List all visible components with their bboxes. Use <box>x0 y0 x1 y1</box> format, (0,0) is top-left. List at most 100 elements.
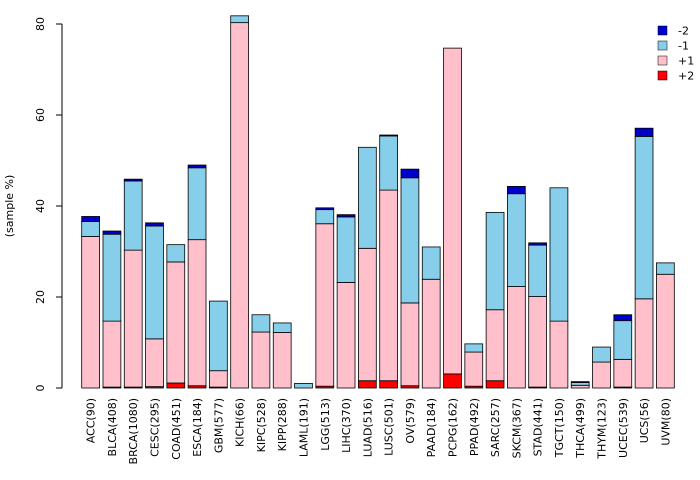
bar-cesc-plus1 <box>145 338 164 388</box>
bars-group <box>81 15 675 389</box>
x-tick-label: SARC(257) <box>489 398 502 457</box>
bar-brca-plus1 <box>123 249 143 388</box>
bar-kipp-plus1 <box>272 332 292 389</box>
bar-ucec-minus1 <box>613 320 633 360</box>
bar-lusc-plus1 <box>379 189 398 382</box>
bar-uvm-minus1 <box>656 262 675 275</box>
bar-luad-minus1 <box>358 146 377 249</box>
bar-ppad-plus1 <box>464 351 484 387</box>
x-tick-label: STAD(441) <box>532 398 545 456</box>
bar-stad-plus1 <box>528 296 547 388</box>
bar-acc-minus1 <box>81 221 100 237</box>
bar-lgg-plus1 <box>315 223 335 387</box>
bar-kich-plus1 <box>230 22 249 389</box>
bar-sarc-minus1 <box>485 211 505 311</box>
x-tick-label: THYM(123) <box>596 398 609 460</box>
x-tick-label: UCEC(539) <box>617 398 630 458</box>
bar-thca-minus1 <box>570 382 590 386</box>
x-tick-label: ACC(90) <box>85 398 98 443</box>
bar-kich-minus1 <box>230 15 249 24</box>
bar-ucec-plus1 <box>613 358 633 388</box>
x-tick-label: THCA(499) <box>574 398 587 459</box>
bar-ov-plus1 <box>400 302 420 387</box>
y-tick-label: 0 <box>34 385 47 392</box>
x-tick-label: UCS(56) <box>638 398 651 443</box>
bar-brca-minus1 <box>123 180 143 251</box>
x-tick-label: KIPP(288) <box>276 398 289 451</box>
bar-laml-minus1 <box>294 383 313 389</box>
bar-cesc-minus2 <box>145 222 164 227</box>
x-tick-labels: ACC(90) BLCA(408) BRCA(1080) CESC(295) COAD(… <box>85 398 673 464</box>
bar-uvm-plus1 <box>656 273 675 389</box>
bar-kipc-minus1 <box>251 314 271 333</box>
bar-luad-plus2 <box>358 380 377 389</box>
y-tick-label: 40 <box>34 199 47 213</box>
bar-sarc-plus1 <box>485 309 505 382</box>
x-tick-label: OV(579) <box>404 398 417 444</box>
legend-swatch <box>657 40 668 51</box>
bar-ucs-plus1 <box>634 298 654 389</box>
y-axis-label: (sample %) <box>3 175 16 238</box>
bar-acc-plus1 <box>81 236 100 389</box>
bar-skcm-minus2 <box>507 186 526 195</box>
bar-thym-plus1 <box>592 361 611 389</box>
y-tick-label: 20 <box>34 290 47 304</box>
bar-esca-plus1 <box>187 239 207 387</box>
x-tick-label: BLCA(408) <box>106 398 119 456</box>
bar-lgg-minus2 <box>315 207 335 211</box>
bar-coad-plus1 <box>166 261 186 384</box>
bar-lusc-minus2 <box>379 134 398 137</box>
bar-lihc-minus2 <box>336 214 356 218</box>
bar-lusc-plus2 <box>379 380 398 389</box>
x-tick-label: PAAD(184) <box>425 398 438 457</box>
bar-esca-minus1 <box>187 167 207 241</box>
x-tick-label: KICH(66) <box>234 398 247 447</box>
y-tick-label: 60 <box>34 108 47 122</box>
x-tick-label: BRCA(1080) <box>127 398 140 464</box>
bar-tgct-plus1 <box>549 320 569 389</box>
bar-lihc-minus1 <box>336 216 356 283</box>
x-tick-label: PCPG(162) <box>447 398 460 457</box>
legend-swatch <box>657 55 668 66</box>
x-tick-label: LUSC(501) <box>383 398 396 456</box>
x-tick-label: LAML(191) <box>298 398 311 457</box>
legend-label: -2 <box>678 25 689 38</box>
bar-luad-plus1 <box>358 247 377 382</box>
bar-lihc-plus1 <box>336 282 356 389</box>
x-tick-label: PPAD(492) <box>468 398 481 456</box>
bar-ov-minus2 <box>400 168 420 179</box>
bar-ov-minus1 <box>400 177 420 304</box>
bar-skcm-minus1 <box>507 193 526 287</box>
legend-label: +2 <box>678 70 694 83</box>
bar-pcpg-plus1 <box>443 47 462 375</box>
bar-acc-minus2 <box>81 216 100 222</box>
bar-ucs-minus1 <box>634 135 654 300</box>
x-tick-label: LIHC(370) <box>340 398 353 453</box>
bar-lusc-minus1 <box>379 135 398 191</box>
x-tick-label: TGCT(150) <box>553 398 566 458</box>
bar-ucec-minus2 <box>613 314 633 322</box>
bar-thca-minus2 <box>570 381 590 383</box>
bar-paad-plus1 <box>421 278 441 389</box>
bar-gbm-plus1 <box>209 370 228 388</box>
x-tick-label: SKCM(367) <box>510 398 523 458</box>
bar-coad-minus1 <box>166 244 186 263</box>
bar-kipc-plus1 <box>251 331 271 389</box>
x-tick-label: GBM(577) <box>212 398 225 453</box>
bar-coad-plus2 <box>166 382 186 389</box>
bar-pcpg-plus2 <box>443 373 462 389</box>
bar-blca-minus2 <box>102 230 122 235</box>
y-tick-label: 80 <box>34 17 47 31</box>
bar-thym-minus1 <box>592 346 611 363</box>
bar-ucs-minus2 <box>634 127 654 137</box>
x-tick-label: UVM(80) <box>659 398 672 446</box>
bar-lgg-minus1 <box>315 209 335 225</box>
bar-gbm-minus1 <box>209 300 228 372</box>
x-tick-label: COAD(451) <box>170 398 183 460</box>
bar-sarc-plus2 <box>485 380 505 389</box>
legend-swatch <box>657 70 668 81</box>
x-tick-label: LUAD(516) <box>361 398 374 457</box>
bar-blca-minus1 <box>102 233 122 322</box>
bar-stad-minus2 <box>528 242 547 246</box>
